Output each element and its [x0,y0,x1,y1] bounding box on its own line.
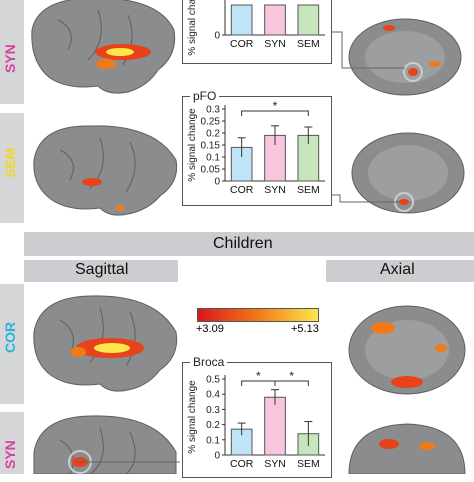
row-tab-sem [0,113,24,223]
section-header-band [24,232,474,256]
x-tick-label: SYN [264,184,286,196]
y-tick-label: 0.25 [201,117,221,128]
y-tick-label: 0.1 [206,153,220,164]
axial-brain-image-cor [348,305,466,395]
bar-syn [264,396,286,456]
x-tick-label: SYN [264,458,286,470]
axial-brain-image-syn-bottom [348,423,466,474]
y-tick-label: 0.05 [201,165,221,176]
y-tick-label: 0.3 [206,405,220,416]
x-tick-label: SEM [297,184,320,196]
y-tick-label: 0.2 [206,129,220,140]
colorbar-gradient [197,308,319,322]
significance-star: * [289,369,294,383]
significance-star: * [273,99,278,113]
y-tick-label: 0 [214,31,220,42]
y-tick-label: 0 [214,451,220,462]
chart-title-pfo: pFO [190,89,220,103]
bar-cor [230,4,253,36]
y-tick-label: 0.1 [206,435,220,446]
x-tick-label: COR [230,38,254,50]
y-axis-label: % signal change [187,108,198,182]
bar-chart-broca: % signal change 0 0.1 0.2 0.3 0.4 0.5 COR SYN SEM… [187,369,325,470]
section-header-children: Children [213,235,273,252]
significance-star: * [256,369,261,383]
axial-label-band [326,260,474,282]
row-tab-syn-bottom [0,412,24,474]
significance-bracket [274,380,309,386]
sagittal-view-label: Sagittal [75,261,129,278]
y-tick-label: 0.4 [206,390,220,401]
chart-title-broca: Broca [190,355,228,369]
row-tab-syn [0,0,24,104]
chart-panel-top: % signal change 0 COR SYN SEM [182,0,332,64]
bar-sem [297,4,320,36]
bar-syn [264,4,286,36]
sagittal-brain-image-syn [31,0,176,94]
axial-view-label: Axial [380,261,415,278]
x-tick-label: COR [230,458,254,470]
y-tick-label: 0.3 [206,105,220,116]
sagittal-brain-image-sem [33,125,178,216]
bar-chart-top: % signal change 0 COR SYN SEM [187,0,325,56]
sagittal-brain-image-syn-bottom [33,415,177,474]
significance-bracket [241,110,309,116]
row-tab-cor [0,284,24,404]
y-axis-label: % signal change [187,380,198,454]
bar-chart-pfo: % signal change 00.050.10.150.20.250.3 COR… [187,99,325,196]
x-tick-label: SEM [297,38,320,50]
x-tick-label: SYN [264,38,286,50]
colorbar-max-label: +5.13 [291,323,319,335]
chart-panel-broca: % signal change 0 0.1 0.2 0.3 0.4 0.5 COR SYN SEM… [182,362,332,478]
y-axis-label: % signal change [187,0,198,56]
axial-brain-image-sem [351,132,465,214]
axial-brain-image-syn [348,18,462,96]
y-tick-label: 0.15 [201,141,221,152]
x-tick-label: COR [230,184,254,196]
x-tick-label: SEM [297,458,320,470]
chart-panel-pfo: % signal change 0 0.05 0.1 0.15 0.2 0.25 0.3 COR… [182,96,332,206]
y-tick-label: 0 [214,177,220,188]
colorbar-min-label: +3.09 [196,323,224,335]
y-tick-label: 0.5 [206,375,220,386]
sagittal-brain-image-cor [33,295,178,392]
sagittal-label-band [24,260,178,282]
y-tick-label: 0.2 [206,420,220,431]
